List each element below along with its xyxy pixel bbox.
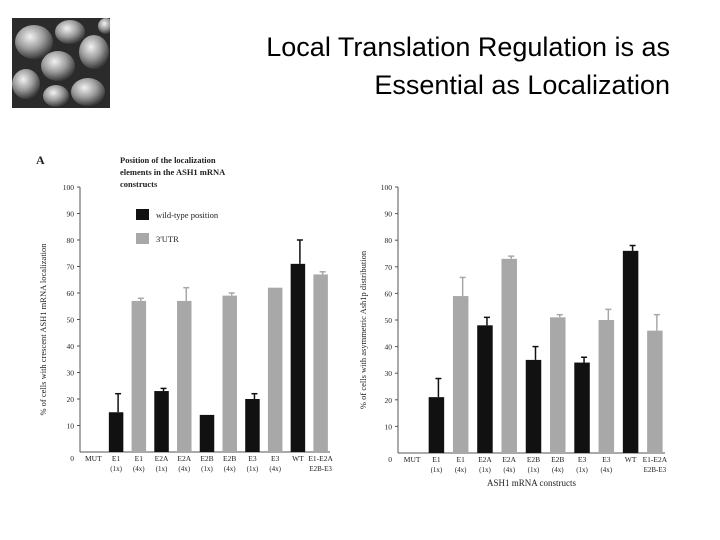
x-tick-label: E2B (551, 455, 564, 464)
y-tick-label: 60 (385, 289, 393, 298)
x-tick-sublabel: (1x) (479, 466, 491, 474)
x-tick-sublabel: (1x) (247, 465, 259, 473)
bar-e2a-4x (501, 258, 517, 453)
x-tick-label: E2A (478, 455, 492, 464)
x-tick-label: WT (625, 455, 637, 464)
y-tick-label: 40 (385, 343, 393, 352)
x-axis-label: ASH1 mRNA constructs (487, 478, 577, 488)
x-tick-label: E1 (432, 455, 441, 464)
x-tick-sublabel: (4x) (178, 465, 190, 473)
y-tick-label: 20 (385, 396, 393, 405)
yeast-cells-micrograph-icon (12, 18, 110, 108)
y-tick-label: 90 (67, 210, 75, 219)
y-tick-label: 40 (67, 342, 75, 351)
x-tick-sublabel: (4x) (455, 466, 467, 474)
x-tick-label: E2A (155, 454, 169, 463)
x-tick-sublabel: (1x) (576, 466, 588, 474)
x-tick-label: E2B (200, 454, 213, 463)
bar-e3-1x (574, 362, 590, 453)
y-tick-label: 90 (385, 210, 393, 219)
y-tick-label: 70 (385, 263, 393, 272)
x-tick-label: E2B (223, 454, 236, 463)
bar-e1-1x (428, 397, 445, 453)
bar-e1-e2a-E2BE3 (313, 274, 328, 452)
y-tick-label: 30 (67, 369, 75, 378)
bar-e3-1x (245, 399, 260, 452)
x-tick-label: E1 (457, 455, 466, 464)
y-tick-label: 100 (63, 183, 75, 192)
panel-label: A (36, 153, 45, 167)
y-tick-label: 30 (385, 369, 393, 378)
x-tick-label: E2B (527, 455, 540, 464)
y-tick-label: 80 (385, 236, 393, 245)
legend-swatch-2 (136, 233, 149, 244)
y-tick-label: 60 (67, 289, 75, 298)
slide-title-line-1: Local Translation Regulation is as (266, 32, 670, 62)
x-tick-sublabel: (4x) (552, 466, 564, 474)
bar-e2a-1x (154, 391, 169, 452)
bar-e1-4x (452, 296, 469, 453)
y-tick-label: 10 (67, 422, 75, 431)
x-tick-sublabel: (4x) (269, 465, 281, 473)
x-tick-sublabel: (1x) (156, 465, 168, 473)
y-tick-label: 100 (381, 183, 393, 192)
x-tick-label: E3 (602, 455, 611, 464)
x-tick-label: E1 (112, 454, 121, 463)
x-tick-label: MUT (85, 454, 102, 463)
x-tick-label: E1-E2A (643, 455, 668, 464)
x-tick-label: WT (292, 454, 304, 463)
legend-title-line-2: elements in the ASH1 mRNA (120, 167, 226, 177)
chart-panel-1: A 0 10 20 30 40 50 60 70 80 90 100 % of cells with c… (36, 153, 334, 473)
x-tick-label: E1 (135, 454, 144, 463)
x-tick-label: E3 (578, 455, 587, 464)
bar-e1-e2a-E2BE3 (647, 330, 663, 453)
slide-title-line-2: Essential as Localization (374, 70, 670, 100)
legend-title-line-3: constructs (120, 179, 158, 189)
y-axis-label: % of cells with crescent ASH1 mRNA local… (38, 243, 48, 416)
bar-e2a-4x (177, 300, 192, 452)
y-tick-label: 80 (67, 236, 75, 245)
bar-wt (622, 250, 639, 453)
x-tick-label: E2A (502, 455, 516, 464)
bar-e1-1x (108, 412, 124, 452)
bar-e2b-4x (222, 295, 237, 452)
chart-panel-2: 0 10 20 30 40 50 60 70 80 90 100 % of cells with as… (358, 183, 668, 488)
legend-title-line-1: Position of the localization (120, 155, 216, 165)
x-tick-sublabel: E2B-E3 (309, 465, 332, 473)
x-tick-label: E2A (177, 454, 191, 463)
legend-label-1: wild-type position (156, 210, 219, 220)
x-tick-sublabel: (4x) (600, 466, 612, 474)
x-tick-sublabel: (1x) (431, 466, 443, 474)
x-tick-sublabel: E2B-E3 (644, 466, 667, 474)
bar-e2b-4x (550, 317, 566, 453)
x-tick-sublabel: (1x) (528, 466, 540, 474)
x-tick-label: MUT (404, 455, 421, 464)
y-tick-label: 20 (67, 395, 75, 404)
x-tick-label: E1-E2A (308, 454, 333, 463)
x-tick-sublabel: (1x) (201, 465, 213, 473)
x-tick-label: E3 (248, 454, 257, 463)
y-tick-label: 0 (70, 454, 74, 463)
x-tick-sublabel: (4x) (503, 466, 515, 474)
y-axis-label: % of cells with asymmetric Ash1p distrib… (358, 250, 368, 409)
y-tick-label: 0 (388, 455, 392, 464)
bar-e2a-1x (477, 325, 493, 453)
legend-label-2: 3'UTR (156, 234, 179, 244)
bar-e3-4x (598, 320, 615, 453)
x-tick-sublabel: (1x) (110, 465, 122, 473)
bar-e3-4x (267, 287, 283, 452)
x-tick-label: E3 (271, 454, 280, 463)
bar-e1-4x (131, 300, 147, 452)
bar-e2b-1x (199, 414, 215, 452)
x-tick-sublabel: (4x) (133, 465, 145, 473)
y-tick-label: 10 (385, 422, 393, 431)
y-tick-label: 70 (67, 263, 75, 272)
legend-swatch-1 (136, 209, 149, 220)
y-tick-label: 50 (67, 316, 75, 325)
bar-wt (290, 263, 306, 452)
bar-e2b-1x (525, 359, 542, 453)
y-tick-label: 50 (385, 316, 393, 325)
x-tick-sublabel: (4x) (224, 465, 236, 473)
